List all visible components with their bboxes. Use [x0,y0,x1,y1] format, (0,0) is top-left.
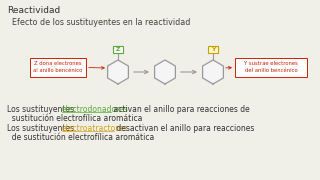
FancyBboxPatch shape [208,46,218,53]
Text: Z dona electrones: Z dona electrones [34,61,82,66]
FancyBboxPatch shape [235,58,307,77]
FancyBboxPatch shape [113,46,123,53]
Text: Z: Z [116,47,120,52]
Text: Y: Y [211,47,215,52]
Text: Los sustituyentes: Los sustituyentes [7,105,76,114]
FancyBboxPatch shape [30,58,86,77]
Text: al anillo bencénico: al anillo bencénico [33,68,83,73]
Text: desactivan el anillo para reacciones: desactivan el anillo para reacciones [114,124,254,133]
Text: de sustitución electrofílica aromática: de sustitución electrofílica aromática [7,133,154,142]
Text: sustitución electrofílica aromática: sustitución electrofílica aromática [7,114,142,123]
Text: Efecto de los sustituyentes en la reactividad: Efecto de los sustituyentes en la reacti… [12,18,190,27]
Text: Y sustrae electrones: Y sustrae electrones [244,61,298,66]
Polygon shape [108,60,128,84]
Text: Reactividad: Reactividad [7,6,60,15]
Polygon shape [155,60,175,84]
Text: electroatractores: electroatractores [62,124,128,133]
Text: activan el anillo para reacciones de: activan el anillo para reacciones de [111,105,250,114]
Text: electrodonadores: electrodonadores [62,105,129,114]
Text: del anillo bencénico: del anillo bencénico [245,68,297,73]
Polygon shape [203,60,223,84]
Text: Los sustituyentes: Los sustituyentes [7,124,76,133]
